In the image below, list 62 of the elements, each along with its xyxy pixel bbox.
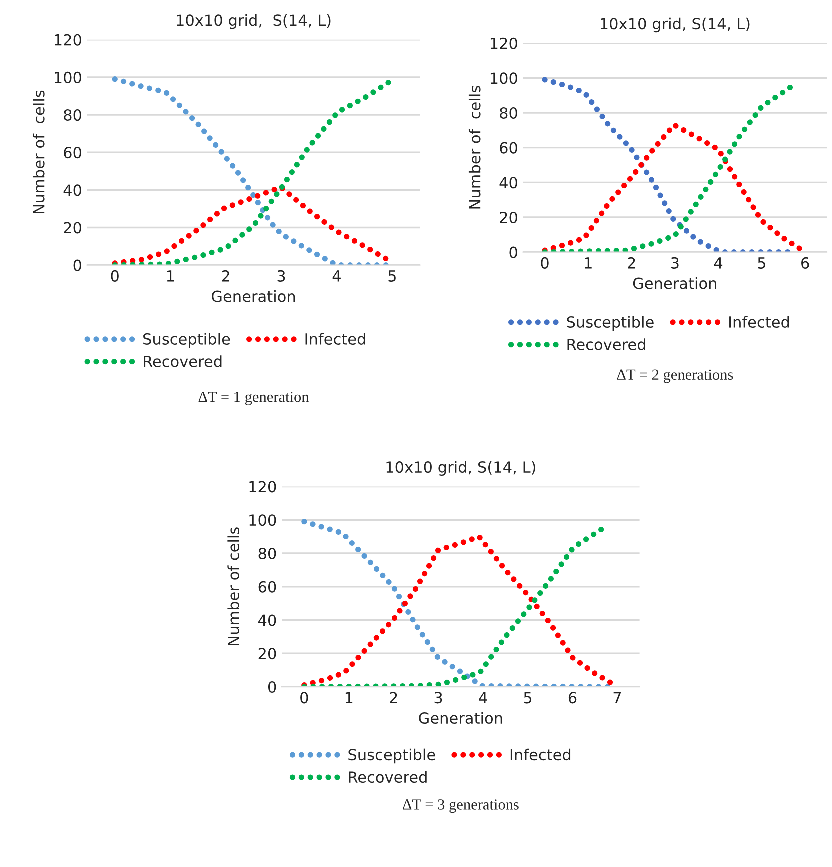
y-tick-label: 0 [510,246,518,258]
x-tick-label: 0 [111,270,119,282]
chart-title: 10x10 grid, S(14, L) [600,18,750,33]
chart-title: 10x10 grid, S(14, L) [386,461,536,476]
x-axis-title: Generation [633,278,716,290]
x-tick-label: 1 [585,258,592,269]
chart-title: 10x10 grid, S(14, L) [177,14,331,30]
x-tick-label: 4 [714,258,723,269]
y-tick-label: 80 [258,548,276,560]
x-tick-label: 3 [278,270,286,282]
y-tick-label: 40 [500,177,518,189]
y-tick-label: 40 [64,184,82,196]
x-tick-label: 4 [479,692,488,704]
y-tick-label: 60 [258,581,276,593]
x-tick-label: 2 [390,692,398,704]
y-tick-label: 80 [500,107,518,120]
legend-label: Infected [306,333,366,345]
legend-label: Susceptible [567,316,654,331]
y-tick-label: 60 [64,147,82,159]
y-tick-label: 80 [64,109,82,122]
y-tick-label: 100 [490,72,518,84]
y-tick-label: 100 [250,514,276,526]
x-axis-title: Generation [419,712,502,724]
y-axis-title: Number of cells [32,90,45,214]
x-tick-label: 3 [434,692,442,704]
y-tick-label: 100 [55,72,82,84]
x-tick-label: 3 [671,257,679,269]
y-axis-title: Number of cells [468,86,481,209]
y-tick-label: 20 [500,212,518,224]
legend-label: Susceptible [348,748,436,764]
y-tick-label: 120 [55,34,82,46]
y-tick-label: 0 [268,681,276,694]
x-tick-label: 7 [614,692,621,704]
y-tick-label: 20 [258,648,276,660]
x-axis-title: Generation [212,290,296,302]
legend-label: Infected [730,316,790,328]
legend-label: Recovered [568,338,646,350]
legend-label: Recovered [144,356,222,368]
x-tick-label: 6 [802,257,810,269]
x-tick-label: 4 [332,270,341,282]
x-tick-label: 6 [568,692,577,704]
y-tick-label: 120 [490,38,518,50]
text: ΔT = 3 generations [403,800,519,814]
x-tick-label: 5 [388,270,396,282]
y-axis-title: Number of cells [228,528,240,646]
y-tick-label: 120 [250,481,276,493]
x-tick-label: 0 [541,257,549,269]
x-tick-label: 0 [300,692,308,704]
legend-label: Infected [510,748,571,761]
legend-label: Susceptible [144,333,230,348]
y-tick-label: 40 [258,614,276,626]
x-tick-label: 2 [628,257,636,269]
x-tick-label: 1 [167,270,174,282]
text: ΔT = 2 generations [617,370,734,384]
y-tick-label: 20 [64,222,82,234]
x-tick-label: 1 [346,692,353,704]
x-tick-label: 5 [758,258,766,269]
x-tick-label: 5 [524,692,532,704]
y-tick-label: 60 [500,142,518,154]
legend-label: Recovered [349,771,427,784]
x-tick-label: 2 [222,270,230,282]
text: ΔT = 1 generation [198,392,310,406]
